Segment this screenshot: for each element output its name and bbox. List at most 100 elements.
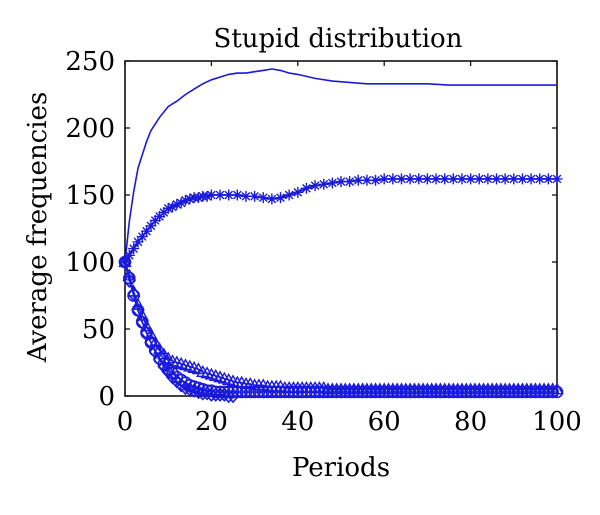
data-point-circle bbox=[248, 385, 261, 399]
data-point-asterisk bbox=[525, 173, 537, 185]
data-point-circle bbox=[360, 385, 374, 399]
data-point-asterisk bbox=[491, 173, 503, 185]
data-point-circle bbox=[356, 385, 369, 399]
data-point-circle bbox=[386, 385, 400, 399]
data-point-circle bbox=[507, 385, 521, 399]
data-point-circle bbox=[369, 385, 382, 399]
data-point-circle bbox=[308, 385, 322, 399]
data-point-asterisk bbox=[123, 249, 135, 261]
data-point-circle bbox=[550, 385, 564, 399]
data-point-circle bbox=[412, 385, 426, 399]
data-point-circle bbox=[235, 385, 248, 399]
data-point-circle bbox=[304, 385, 318, 399]
x-axis-label: Periods bbox=[292, 453, 390, 483]
data-point-circle bbox=[373, 385, 387, 399]
data-point-diamond bbox=[118, 254, 132, 270]
data-point-diamond bbox=[135, 315, 149, 330]
data-point-asterisk bbox=[128, 243, 140, 255]
y-tick-label: 250 bbox=[65, 47, 115, 77]
y-tick-label: 150 bbox=[65, 181, 115, 211]
data-point-circle bbox=[274, 385, 287, 399]
data-point-asterisk bbox=[361, 174, 373, 186]
data-point-asterisk bbox=[326, 177, 338, 189]
data-point-circle bbox=[399, 385, 413, 399]
data-point-circle bbox=[339, 385, 352, 399]
data-point-circle bbox=[313, 385, 326, 399]
data-point-asterisk bbox=[387, 173, 399, 185]
data-point-circle bbox=[485, 385, 499, 399]
data-point-asterisk bbox=[223, 189, 235, 201]
data-point-asterisk bbox=[352, 174, 364, 186]
data-point-circle bbox=[243, 385, 257, 399]
data-point-circle bbox=[490, 385, 503, 399]
data-point-circle bbox=[321, 385, 335, 399]
data-point-asterisk bbox=[318, 178, 330, 190]
data-point-diamond bbox=[204, 387, 218, 402]
data-point-asterisk bbox=[465, 173, 477, 185]
data-point-asterisk bbox=[370, 174, 382, 186]
data-point-asterisk bbox=[162, 202, 174, 214]
data-point-asterisk bbox=[542, 173, 554, 185]
data-point-asterisk bbox=[499, 173, 511, 185]
data-point-diamond bbox=[209, 387, 223, 402]
data-point-asterisk bbox=[167, 201, 179, 213]
data-point-asterisk bbox=[249, 190, 261, 202]
data-point-circle bbox=[494, 385, 508, 399]
data-point-circle bbox=[498, 385, 512, 399]
y-tick-label: 0 bbox=[98, 382, 115, 412]
data-point-circle bbox=[434, 385, 447, 399]
chart-title: Stupid distribution bbox=[214, 24, 463, 54]
data-point-circle bbox=[123, 271, 136, 285]
data-point-circle bbox=[481, 385, 495, 399]
data-point-asterisk bbox=[309, 180, 321, 192]
data-point-diamond bbox=[222, 388, 236, 404]
data-point-circle bbox=[395, 385, 408, 399]
data-point-asterisk bbox=[192, 192, 204, 204]
data-point-circle bbox=[239, 385, 253, 399]
data-point-circle bbox=[533, 385, 547, 399]
data-point-asterisk bbox=[413, 173, 425, 185]
data-point-triangle bbox=[118, 255, 132, 268]
data-point-asterisk bbox=[516, 173, 528, 185]
data-point-diamond bbox=[127, 286, 141, 302]
x-tick-label: 80 bbox=[454, 407, 487, 437]
data-point-diamond bbox=[144, 335, 158, 350]
data-point-circle bbox=[300, 385, 313, 399]
data-point-circle bbox=[442, 385, 456, 399]
x-tick-label: 60 bbox=[368, 407, 401, 437]
x-tick-label: 20 bbox=[195, 407, 228, 437]
y-tick-label: 200 bbox=[65, 114, 115, 144]
data-point-circle bbox=[542, 385, 555, 399]
data-point-circle bbox=[330, 385, 343, 399]
data-point-circle bbox=[421, 385, 434, 399]
data-point-asterisk bbox=[473, 173, 485, 185]
data-point-circle bbox=[468, 385, 482, 399]
data-point-asterisk bbox=[283, 189, 295, 201]
data-point-circle bbox=[459, 385, 473, 399]
data-point-circle bbox=[455, 385, 469, 399]
plot-area: 0 20 40 60 80 100 0 50 100 150 200 250 bbox=[65, 47, 581, 437]
data-point-asterisk bbox=[378, 173, 390, 185]
data-point-asterisk bbox=[158, 206, 170, 218]
data-point-asterisk bbox=[184, 193, 196, 205]
data-point-circle bbox=[529, 385, 542, 399]
data-point-asterisk bbox=[179, 194, 191, 206]
data-point-circle bbox=[269, 385, 283, 399]
data-point-circle bbox=[477, 385, 490, 399]
data-point-triangle bbox=[144, 327, 158, 340]
data-point-circle bbox=[252, 385, 266, 399]
data-point-circle bbox=[516, 385, 529, 399]
series-line-none bbox=[124, 68, 557, 263]
data-point-asterisk bbox=[300, 182, 312, 194]
data-point-circle bbox=[447, 385, 460, 399]
data-point-asterisk bbox=[421, 173, 433, 185]
x-tick-label: 40 bbox=[281, 407, 314, 437]
data-point-asterisk bbox=[482, 173, 494, 185]
data-point-circle bbox=[291, 385, 305, 399]
data-point-circle bbox=[278, 385, 292, 399]
data-point-circle bbox=[343, 385, 356, 399]
data-point-circle bbox=[295, 385, 309, 399]
data-point-asterisk bbox=[171, 198, 183, 210]
data-point-asterisk bbox=[231, 189, 243, 201]
